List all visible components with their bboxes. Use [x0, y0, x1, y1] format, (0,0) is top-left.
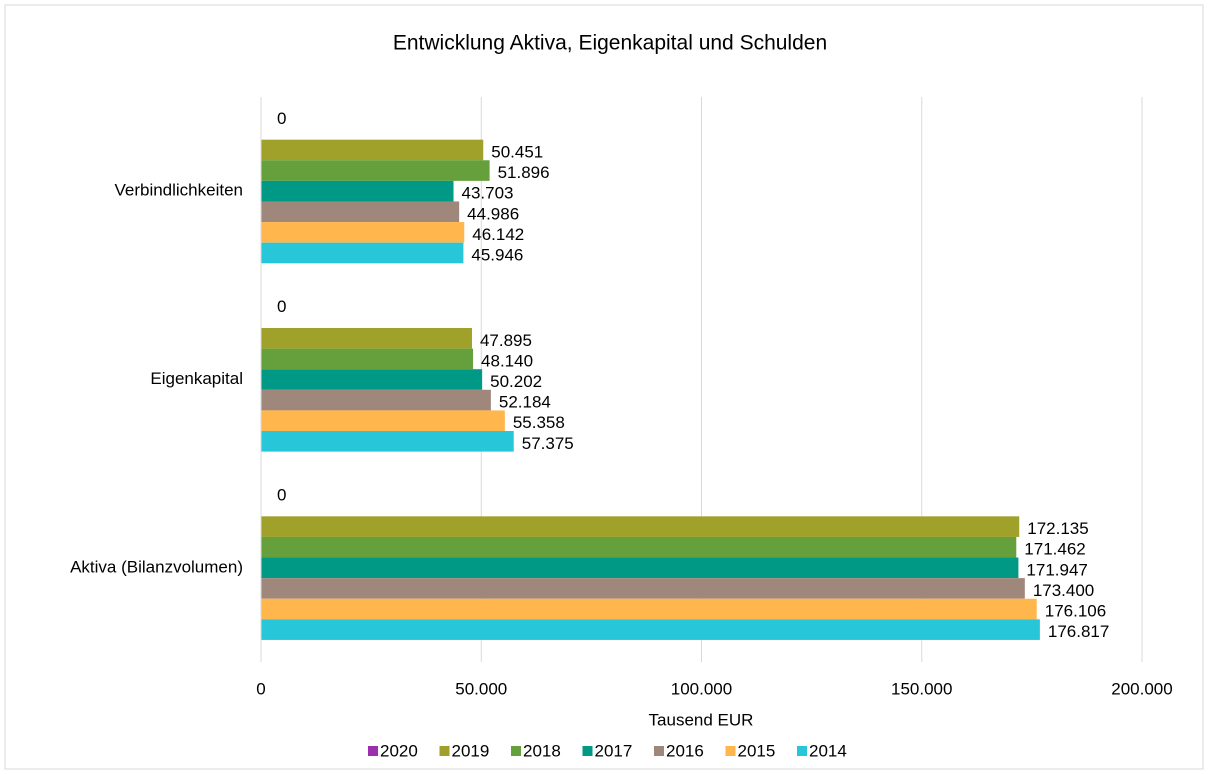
legend-swatch [797, 746, 807, 756]
data-label: 50.451 [491, 142, 543, 161]
legend-swatch [511, 746, 521, 756]
legend-label: 2019 [452, 741, 490, 760]
bar [261, 139, 484, 161]
data-label: 47.895 [480, 331, 532, 350]
data-label: 176.106 [1045, 602, 1106, 621]
bar [261, 516, 1020, 537]
data-label: 55.358 [513, 413, 565, 432]
legend-label: 2015 [738, 741, 776, 760]
data-label: 0 [277, 109, 286, 128]
bar [261, 242, 464, 264]
bar [261, 598, 1037, 620]
data-label: 171.947 [1026, 560, 1087, 579]
bar [261, 410, 505, 431]
data-label: 0 [277, 297, 286, 316]
legend-label: 2020 [380, 741, 418, 760]
legend-swatch [439, 746, 450, 756]
y-tick-label: Eigenkapital [150, 369, 243, 388]
legend-swatch [725, 746, 736, 756]
data-label: 176.817 [1048, 622, 1109, 641]
bar [261, 180, 454, 202]
data-label: 44.986 [467, 204, 519, 223]
data-label: 50.202 [490, 372, 542, 391]
legend-swatch [654, 746, 664, 756]
bar [261, 369, 483, 390]
data-label: 45.946 [471, 245, 523, 264]
bar [261, 536, 1017, 558]
data-label: 171.462 [1024, 540, 1085, 559]
legend-swatch [368, 746, 378, 756]
x-tick-label: 150.000 [891, 679, 952, 698]
bar [261, 578, 1025, 599]
x-axis-title: Tausend EUR [649, 710, 754, 729]
bar [261, 201, 460, 223]
data-label: 0 [277, 486, 286, 505]
bar [261, 348, 474, 370]
legend-label: 2017 [595, 741, 633, 760]
bar [261, 557, 1019, 579]
bar [261, 619, 1040, 640]
bar [261, 222, 465, 243]
data-label: 51.896 [498, 163, 550, 182]
bar [261, 160, 490, 181]
data-label: 172.135 [1027, 519, 1088, 538]
x-tick-label: 200.000 [1111, 679, 1172, 698]
chart-frame [4, 4, 1204, 770]
data-label: 43.703 [462, 184, 514, 203]
bar [261, 389, 491, 411]
chart-title: Entwicklung Aktiva, Eigenkapital und Sch… [393, 32, 827, 55]
legend-label: 2018 [523, 741, 561, 760]
legend-label: 2014 [809, 741, 847, 760]
bar [261, 431, 514, 452]
data-label: 173.400 [1033, 581, 1094, 600]
legend-swatch [582, 746, 593, 756]
legend-label: 2016 [666, 741, 704, 760]
x-tick-label: 50.000 [455, 679, 507, 698]
data-label: 48.140 [481, 351, 533, 370]
bar [261, 328, 472, 349]
y-tick-label: Aktiva (Bilanzvolumen) [70, 557, 243, 576]
data-label: 46.142 [472, 225, 524, 244]
y-tick-label: Verbindlichkeiten [114, 181, 243, 200]
data-label: 52.184 [499, 393, 551, 412]
x-tick-label: 100.000 [671, 679, 732, 698]
data-label: 57.375 [522, 434, 574, 453]
x-tick-label: 0 [256, 679, 265, 698]
